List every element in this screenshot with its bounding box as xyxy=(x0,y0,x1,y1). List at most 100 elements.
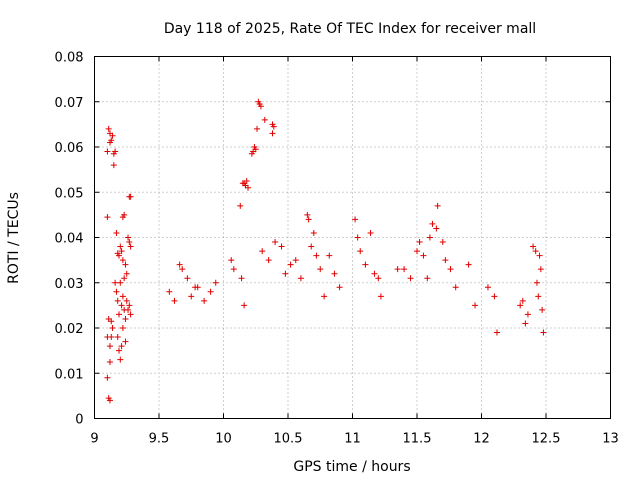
data-point xyxy=(259,248,266,255)
data-point xyxy=(272,239,279,246)
data-point xyxy=(108,318,115,325)
data-point xyxy=(420,252,427,259)
y-tick-label: 0.03 xyxy=(55,277,84,292)
data-point xyxy=(414,248,420,255)
data-point xyxy=(119,325,126,331)
data-point xyxy=(539,306,546,313)
data-point xyxy=(254,125,261,132)
data-point xyxy=(331,270,338,277)
data-point xyxy=(188,293,195,300)
data-point xyxy=(265,257,272,264)
data-point xyxy=(252,146,259,153)
data-point xyxy=(122,338,129,345)
data-point xyxy=(113,288,120,295)
data-point xyxy=(106,343,113,350)
data-point xyxy=(533,279,540,286)
data-point xyxy=(104,214,111,221)
data-point xyxy=(113,229,120,236)
data-point xyxy=(106,358,113,365)
data-point xyxy=(536,252,543,259)
data-point xyxy=(126,239,133,246)
data-point xyxy=(308,243,315,250)
data-point xyxy=(493,329,500,336)
data-point xyxy=(104,148,111,155)
data-point xyxy=(104,374,111,381)
y-tick-label: 0.01 xyxy=(55,367,84,382)
y-tick-label: 0.06 xyxy=(55,141,84,156)
data-point xyxy=(310,229,317,236)
data-point xyxy=(176,261,183,268)
x-tick-label: 11 xyxy=(344,432,361,447)
data-point xyxy=(407,275,414,282)
axis-ticks: 9 9.5 10 10.5 11 11.5 12 12.5 13 0 0.01 0.02 0.03 0.0… xyxy=(55,51,619,447)
data-point xyxy=(472,302,479,309)
data-point xyxy=(371,270,378,277)
data-point xyxy=(243,177,250,184)
x-tick-label: 9 xyxy=(90,432,98,447)
data-point xyxy=(127,243,134,250)
data-point xyxy=(270,123,277,130)
data-point xyxy=(433,225,440,232)
data-point xyxy=(230,266,237,273)
data-point xyxy=(108,137,115,144)
data-point xyxy=(245,184,252,191)
data-point xyxy=(122,261,129,268)
data-point xyxy=(118,248,125,255)
data-point xyxy=(212,279,219,286)
data-point xyxy=(110,162,117,169)
data-point xyxy=(429,220,436,227)
x-tick-label: 13 xyxy=(602,432,619,447)
data-point xyxy=(354,234,361,241)
data-point xyxy=(123,297,130,304)
data-point xyxy=(237,202,244,209)
data-point xyxy=(297,275,304,282)
data-point xyxy=(357,248,364,255)
data-point xyxy=(257,103,264,110)
data-point xyxy=(447,266,454,273)
data-point xyxy=(535,293,542,300)
data-point xyxy=(127,311,134,318)
x-axis-label: GPS time / hours xyxy=(293,459,410,475)
data-point xyxy=(241,302,248,309)
plot-frame xyxy=(94,56,611,419)
data-point xyxy=(532,248,539,255)
data-point xyxy=(116,252,123,259)
data-point xyxy=(524,311,531,318)
data-point xyxy=(439,239,446,246)
x-tick-label: 10.5 xyxy=(274,432,303,447)
data-point xyxy=(117,356,124,363)
chart-title: Day 118 of 2025, Rate Of TEC Index for r… xyxy=(164,21,536,37)
data-point xyxy=(179,266,186,273)
x-tick-label: 10 xyxy=(215,432,232,447)
data-points xyxy=(104,98,547,404)
data-point xyxy=(375,275,382,282)
data-point xyxy=(118,302,125,309)
data-point xyxy=(530,243,537,250)
data-point xyxy=(537,266,544,273)
data-point xyxy=(201,297,208,304)
y-tick-label: 0 xyxy=(75,413,83,428)
data-point xyxy=(352,216,359,223)
data-point xyxy=(452,284,459,291)
data-point xyxy=(171,297,178,304)
data-point xyxy=(261,116,268,123)
y-axis-label: ROTI / TECUs xyxy=(6,192,22,284)
data-point xyxy=(116,311,123,318)
data-point xyxy=(122,315,129,322)
y-tick-label: 0.08 xyxy=(55,51,84,66)
data-point xyxy=(313,252,320,259)
data-point xyxy=(125,234,132,241)
data-point xyxy=(292,257,299,264)
data-point xyxy=(238,275,245,282)
data-point xyxy=(367,229,374,236)
x-tick-label: 12.5 xyxy=(532,432,561,447)
data-point xyxy=(105,125,112,132)
data-point xyxy=(121,211,128,218)
data-point xyxy=(491,293,498,300)
y-tick-label: 0.04 xyxy=(55,232,84,247)
data-point xyxy=(269,130,276,137)
data-point xyxy=(336,284,343,291)
data-point xyxy=(114,297,121,304)
data-point xyxy=(465,261,472,268)
data-point xyxy=(119,257,126,264)
